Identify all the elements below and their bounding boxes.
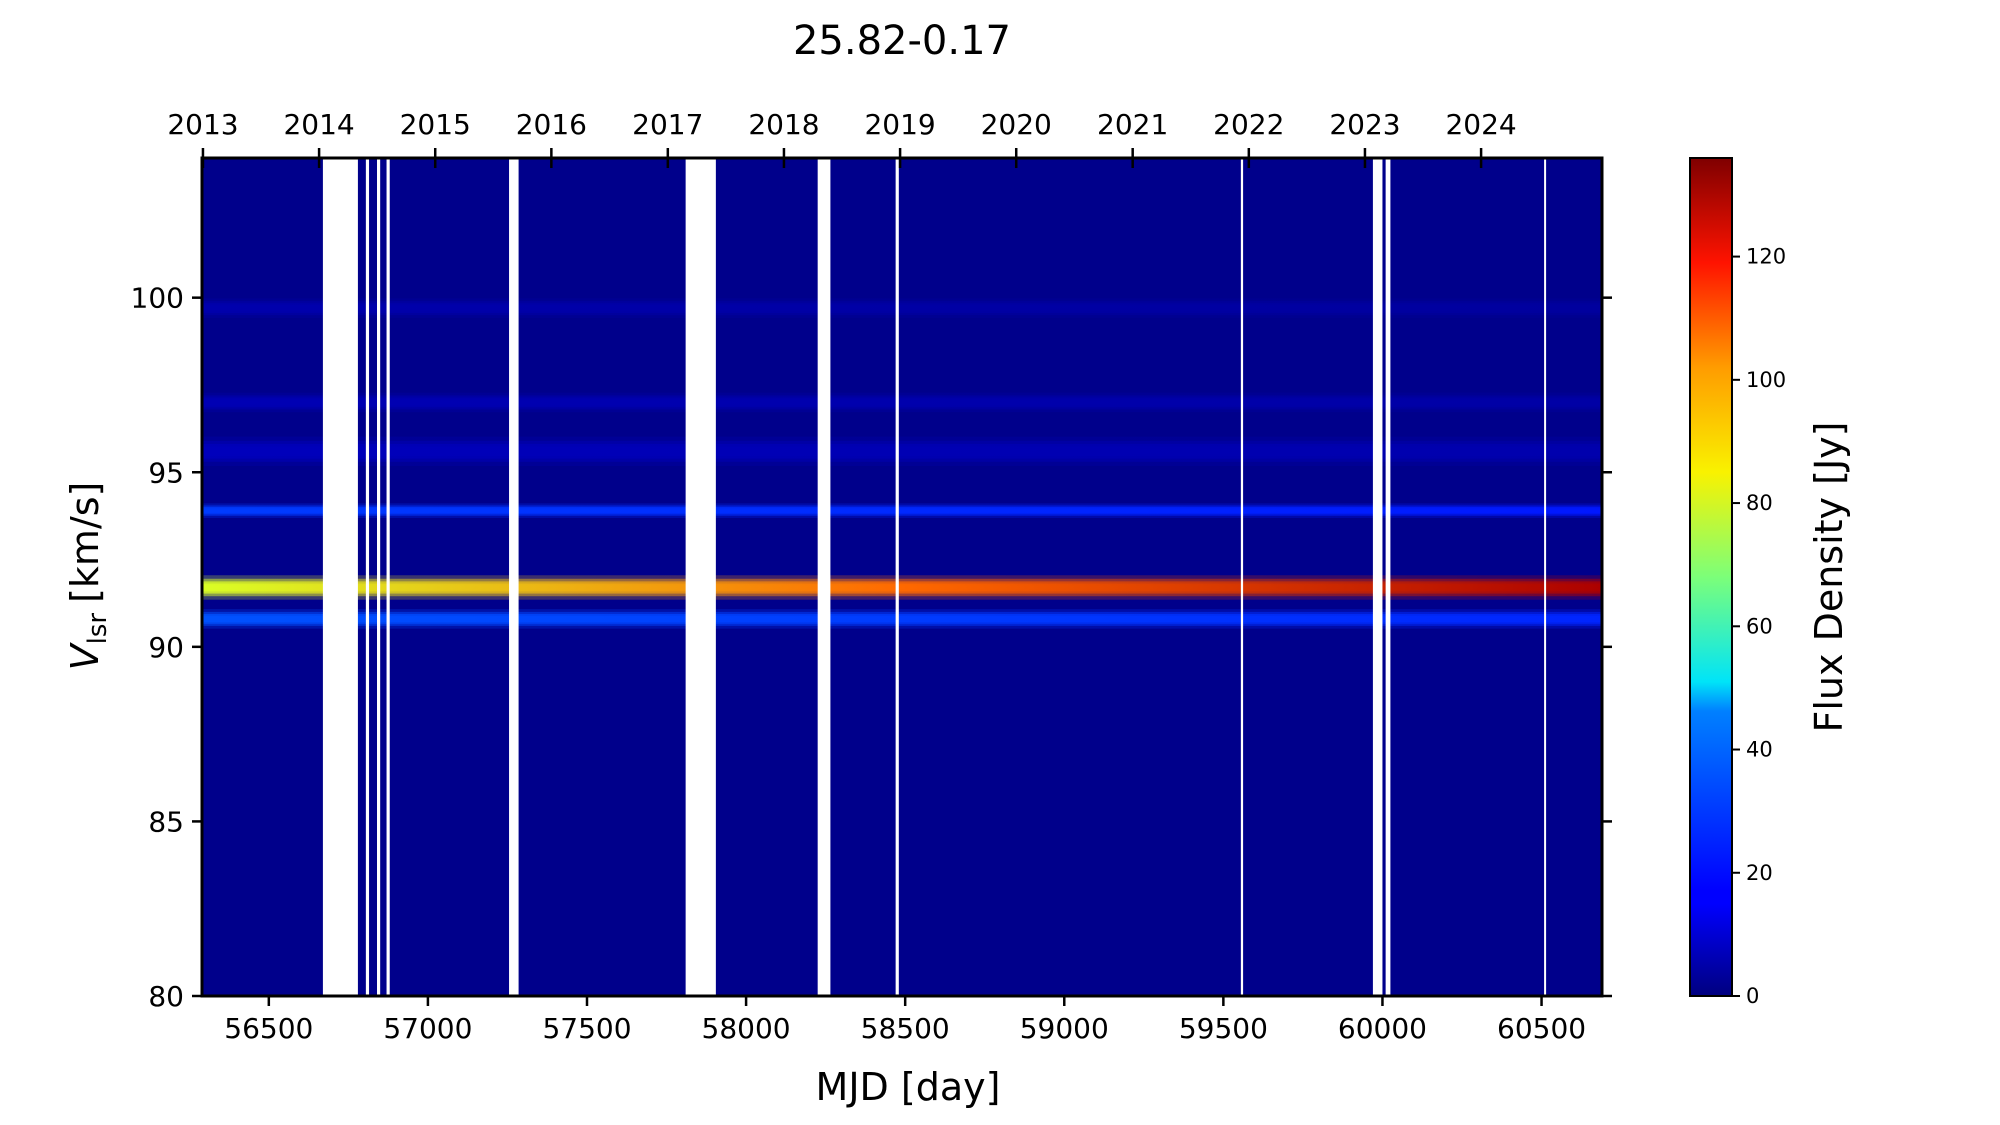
plot-area: [202, 158, 1602, 996]
colorbar-gradient: [1689, 157, 1733, 997]
data-gap: [377, 158, 381, 996]
top-tick-label: 2020: [981, 108, 1052, 141]
data-gap-layer: [322, 158, 1547, 996]
top-tick-label: 2013: [167, 108, 238, 141]
data-gap: [365, 158, 370, 996]
top-tick-label: 2018: [748, 108, 819, 141]
y-tick-label: 95: [148, 456, 184, 489]
emission-feature-band: [202, 585, 1602, 590]
x-tick-label: 56500: [224, 1012, 313, 1045]
y-axis-label-subscript: lsr: [83, 613, 113, 645]
colorbar-label: Flux Density [Jy]: [1807, 422, 1851, 733]
chart-title: 25.82-0.17: [793, 18, 1011, 64]
top-tick-label: 2024: [1445, 108, 1516, 141]
x-tick-label: 58000: [702, 1012, 791, 1045]
data-gap: [1544, 158, 1547, 996]
data-gap: [685, 158, 716, 996]
svg-text:Vlsr[km/s]: Vlsr [km/s]: [63, 482, 113, 671]
emission-feature-band: [202, 509, 1602, 512]
top-tick-label: 2015: [400, 108, 471, 141]
colorbar-tick-label: 100: [1746, 368, 1786, 392]
data-gap: [817, 158, 831, 996]
y-tick-label: 90: [148, 631, 184, 664]
colorbar-ticks: 0 20 40 60 80 100 120: [1732, 245, 1786, 1008]
emission-feature-band: [202, 617, 1602, 621]
y-axis-label-unit: [km/s]: [63, 482, 107, 603]
data-gap: [1240, 158, 1244, 996]
y-axis-label: Vlsr [km/s]: [63, 482, 113, 671]
emission-feature-band: [202, 448, 1602, 454]
data-gap: [386, 158, 390, 996]
colorbar-tick-label: 80: [1746, 491, 1773, 515]
emission-feature-band: [202, 400, 1602, 405]
data-gap: [895, 158, 899, 996]
x-tick-label: 57000: [383, 1012, 472, 1045]
y-axis-label-main: V: [63, 641, 107, 670]
top-tick-label: 2014: [283, 108, 354, 141]
plot-frame: [200, 156, 1604, 998]
data-gap: [509, 158, 519, 996]
top-tick-label: 2017: [632, 108, 703, 141]
data-gap: [1385, 158, 1391, 996]
x-tick-label: 60500: [1497, 1012, 1586, 1045]
y-tick-label: 100: [131, 282, 184, 315]
top-tick-label: 2023: [1329, 108, 1400, 141]
data-gap: [322, 158, 358, 996]
x-axis-label: MJD [day]: [816, 1065, 1001, 1109]
x-tick-label: 58500: [861, 1012, 950, 1045]
top-tick-label: 2022: [1213, 108, 1284, 141]
colorbar-tick-label: 120: [1746, 245, 1786, 269]
top-tick-label: 2016: [516, 108, 587, 141]
x-tick-label: 59500: [1179, 1012, 1268, 1045]
top-tick-label: 2019: [864, 108, 935, 141]
x-tick-label: 59000: [1020, 1012, 1109, 1045]
x-tick-label: 60000: [1338, 1012, 1427, 1045]
colorbar-tick-label: 20: [1746, 861, 1773, 885]
x-tick-label: 57500: [542, 1012, 631, 1045]
emission-feature-band: [202, 306, 1602, 310]
colorbar: 0 20 40 60 80 100 120 Flux Density [Jy]: [1689, 157, 1851, 1008]
top-tick-label: 2021: [1097, 108, 1168, 141]
colorbar-tick-label: 0: [1746, 984, 1759, 1008]
y-tick-label: 80: [148, 980, 184, 1013]
axes: 56500 57000 57500 58000 58500 59000 59500 60000…: [131, 108, 1612, 1045]
colorbar-tick-label: 60: [1746, 614, 1773, 638]
data-gap: [1372, 158, 1383, 996]
y-tick-label: 85: [148, 805, 184, 838]
colorbar-tick-label: 40: [1746, 738, 1773, 762]
emission-layer: [202, 298, 1602, 629]
